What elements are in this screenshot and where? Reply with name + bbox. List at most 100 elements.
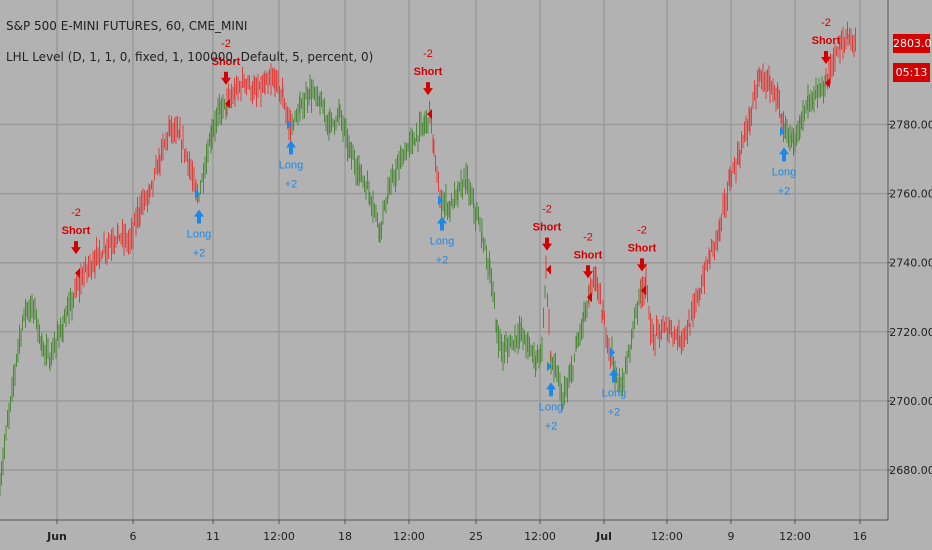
signal-qty: -2 <box>221 38 231 50</box>
price-bars <box>0 21 856 497</box>
entry-marker <box>287 119 292 130</box>
time-axis[interactable]: Jun 6 11 12:00 18 12:00 25 12:00 Jul 12:00 9 12:00 1… <box>46 520 867 543</box>
price-tick-label: 2760.00 <box>889 188 932 201</box>
signal-label: Long <box>430 236 454 248</box>
time-tick-label: 12:00 <box>779 530 811 543</box>
signal-label: Short <box>812 35 841 47</box>
entry-marker <box>427 109 432 120</box>
entry-marker <box>75 268 80 279</box>
signal-label: Long <box>187 229 211 241</box>
signal-qty: +2 <box>778 185 791 197</box>
short-arrow-icon <box>637 264 647 272</box>
short-arrow-icon <box>74 241 78 249</box>
long-arrow-icon <box>437 216 447 224</box>
long-arrow-icon <box>782 153 786 162</box>
time-tick-label: 6 <box>130 530 137 543</box>
long-arrow-icon <box>779 147 789 155</box>
signal-label: Short <box>414 66 443 78</box>
entry-marker <box>195 188 200 199</box>
entry-marker <box>438 195 443 206</box>
chart-title: S&P 500 E-MINI FUTURES, 60, CME_MINI <box>6 19 248 33</box>
signal-label: Long <box>602 388 626 400</box>
short-arrow-icon <box>586 265 590 273</box>
long-signal: Long +2 <box>602 347 626 419</box>
signal-qty: -2 <box>637 224 647 236</box>
long-signal: Long +2 <box>772 126 796 197</box>
long-arrow-icon <box>609 368 619 376</box>
entry-marker <box>641 285 646 296</box>
short-signal: Short -2 <box>628 224 657 296</box>
long-arrow-icon <box>612 374 616 383</box>
short-arrow-icon <box>821 57 831 65</box>
short-arrow-icon <box>224 71 228 79</box>
short-signal: Short -2 <box>414 48 443 120</box>
signal-label: Short <box>62 225 91 237</box>
time-tick-label: Jun <box>46 530 67 543</box>
long-arrow-icon <box>197 215 201 224</box>
signal-qty: -2 <box>542 204 552 216</box>
price-axis[interactable]: 2680.00 2700.00 2720.00 2740.00 2760.00 2780.… <box>888 119 932 478</box>
signal-qty: +2 <box>285 179 298 191</box>
last-price-label: 2803.00 <box>893 34 932 53</box>
entry-marker <box>587 292 592 303</box>
signal-label: Long <box>539 401 563 413</box>
long-arrow-icon <box>194 209 204 217</box>
long-signal: Long +2 <box>539 361 563 432</box>
signal-qty: -2 <box>71 207 81 219</box>
short-arrow-icon <box>640 258 644 266</box>
short-arrow-icon <box>545 237 549 245</box>
time-tick-label: Jul <box>595 530 612 543</box>
signal-qty: +2 <box>545 420 558 432</box>
signal-qty: +2 <box>193 248 206 260</box>
long-arrow-icon <box>289 146 293 155</box>
short-arrow-icon <box>583 271 593 279</box>
long-signal: Long +2 <box>279 119 303 191</box>
long-arrow-icon <box>549 388 553 397</box>
long-signal: Long +2 <box>187 188 211 260</box>
short-arrow-icon <box>426 82 430 90</box>
long-arrow-icon <box>546 382 556 390</box>
signal-label: Short <box>628 242 657 254</box>
signal-label: Long <box>772 166 796 178</box>
short-arrow-icon <box>824 51 828 59</box>
time-tick-label: 25 <box>469 530 483 543</box>
signal-qty: +2 <box>436 255 449 267</box>
price-tick-label: 2680.00 <box>889 464 932 477</box>
short-signal: Short -2 <box>212 38 241 109</box>
time-tick-label: 12:00 <box>263 530 295 543</box>
entry-marker <box>225 98 230 109</box>
short-signal: Short -2 <box>574 231 603 303</box>
bar-countdown-label: 05:13 <box>893 63 930 82</box>
signal-qty: +2 <box>608 407 621 419</box>
price-tick-label: 2700.00 <box>889 395 932 408</box>
short-signal: Short -2 <box>62 207 91 279</box>
entry-marker <box>610 347 615 358</box>
short-signal: Short -2 <box>812 17 841 89</box>
short-arrow-icon <box>221 77 231 85</box>
time-tick-label: 12:00 <box>651 530 683 543</box>
price-tick-label: 2780.00 <box>889 119 932 132</box>
signal-label: Long <box>279 160 303 172</box>
short-arrow-icon <box>71 247 81 255</box>
signal-label: Short <box>212 56 241 68</box>
time-tick-label: 11 <box>206 530 220 543</box>
signal-qty: -2 <box>423 48 433 60</box>
entry-marker <box>546 264 551 275</box>
long-arrow-icon <box>440 222 444 231</box>
signal-qty: -2 <box>821 17 831 29</box>
time-tick-label: 12:00 <box>524 530 556 543</box>
trade-signals: Short -2 Long +2 Short -2 Long +2 Short -2 Long +2 S… <box>62 17 841 432</box>
entry-marker <box>780 126 785 137</box>
short-arrow-icon <box>542 243 552 251</box>
time-tick-label: 9 <box>728 530 735 543</box>
time-tick-label: 18 <box>338 530 352 543</box>
indicator-legend[interactable]: LHL Level (D, 1, 1, 0, fixed, 1, 100000,… <box>6 50 374 64</box>
entry-marker <box>825 78 830 89</box>
entry-marker <box>547 361 552 372</box>
short-signal: Short -2 <box>533 204 562 275</box>
long-arrow-icon <box>286 140 296 148</box>
short-arrow-icon <box>423 88 433 96</box>
time-tick-label: 12:00 <box>393 530 425 543</box>
